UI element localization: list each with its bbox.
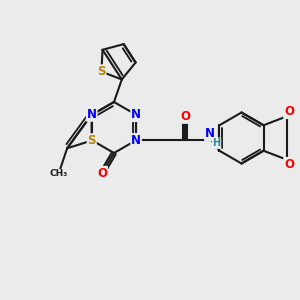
- Text: S: S: [88, 134, 96, 147]
- Text: N: N: [131, 108, 141, 121]
- Text: O: O: [284, 105, 294, 118]
- Text: S: S: [97, 65, 106, 78]
- Text: H: H: [212, 138, 220, 148]
- Text: N: N: [205, 127, 215, 140]
- Text: N: N: [87, 108, 97, 121]
- Text: O: O: [284, 158, 294, 171]
- Text: O: O: [97, 167, 107, 180]
- Text: N: N: [131, 134, 141, 147]
- Text: CH₃: CH₃: [50, 169, 68, 178]
- Text: O: O: [180, 110, 190, 123]
